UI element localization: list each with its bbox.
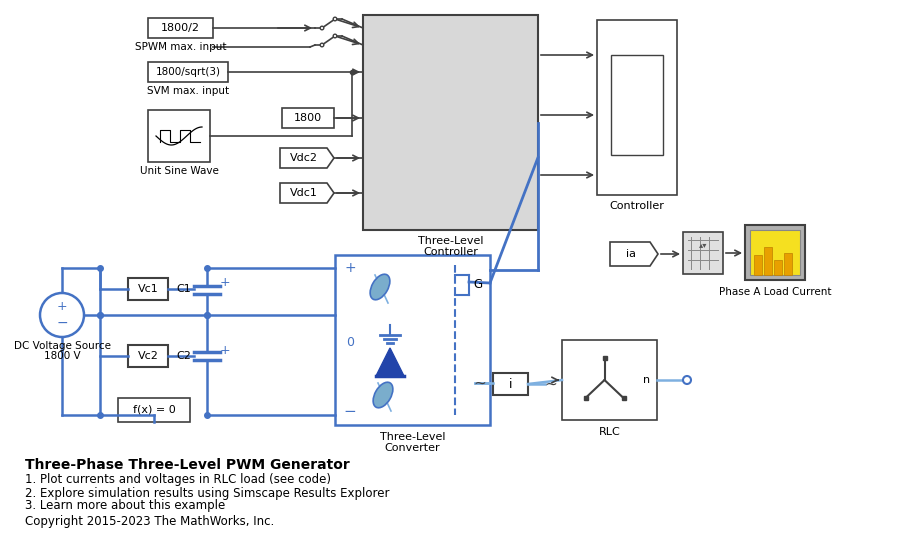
Circle shape (334, 17, 336, 21)
Text: ia: ia (626, 249, 636, 259)
Text: Vdc2: Vdc2 (290, 153, 318, 163)
Bar (597, 20, 677, 195)
Text: SVM max. input: SVM max. input (147, 86, 229, 96)
Text: ~: ~ (545, 376, 558, 391)
Circle shape (320, 26, 324, 30)
Bar (128, 345, 168, 367)
Text: Three-Level: Three-Level (379, 432, 445, 442)
Bar (764, 247, 772, 275)
Text: Controller: Controller (610, 201, 664, 211)
Polygon shape (376, 348, 404, 376)
Text: 1800/sqrt(3): 1800/sqrt(3) (155, 67, 220, 77)
Text: +: + (57, 301, 68, 314)
Text: 1800/2: 1800/2 (161, 23, 200, 33)
Text: Three-Phase Three-Level PWM Generator: Three-Phase Three-Level PWM Generator (25, 458, 350, 472)
Polygon shape (610, 242, 658, 266)
Text: Vc1: Vc1 (138, 284, 158, 294)
Text: 3. Learn more about this example: 3. Learn more about this example (25, 500, 225, 512)
Text: G: G (473, 278, 482, 292)
Text: n: n (643, 375, 651, 385)
Text: ▴▾: ▴▾ (698, 240, 707, 250)
Text: Phase A Load Current: Phase A Load Current (718, 287, 831, 297)
Text: C2: C2 (176, 351, 191, 361)
Bar (335, 255, 490, 425)
Text: +: + (219, 277, 230, 290)
Text: −: − (344, 404, 356, 419)
Bar (754, 255, 762, 275)
Text: C1: C1 (176, 284, 191, 294)
Circle shape (683, 376, 691, 384)
Bar (745, 225, 805, 280)
Circle shape (40, 293, 84, 337)
Bar (683, 232, 723, 274)
Bar (774, 260, 782, 275)
Text: Unit Sine Wave: Unit Sine Wave (140, 166, 218, 176)
Bar (148, 110, 210, 162)
Text: Copyright 2015-2023 The MathWorks, Inc.: Copyright 2015-2023 The MathWorks, Inc. (25, 516, 274, 529)
Text: Three-Level: Three-Level (418, 236, 484, 246)
Polygon shape (280, 183, 334, 203)
Text: −: − (56, 316, 68, 330)
Bar (562, 340, 657, 420)
Bar (784, 253, 792, 275)
Bar (493, 373, 528, 395)
Ellipse shape (370, 274, 390, 300)
Text: Vdc1: Vdc1 (290, 188, 318, 198)
Ellipse shape (373, 382, 393, 408)
Text: i: i (509, 377, 512, 390)
Bar (282, 108, 334, 128)
Text: Converter: Converter (385, 443, 441, 453)
Text: 2. Explore simulation results using Simscape Results Explorer: 2. Explore simulation results using Sims… (25, 487, 389, 500)
Bar (128, 278, 168, 300)
Text: Vc2: Vc2 (138, 351, 158, 361)
Text: f(x) = 0: f(x) = 0 (133, 405, 175, 415)
Text: SPWM max. input: SPWM max. input (134, 42, 227, 52)
Bar (148, 18, 213, 38)
Text: +: + (219, 343, 230, 357)
Bar (118, 398, 190, 422)
Text: ~: ~ (473, 376, 486, 390)
Text: 1800: 1800 (294, 113, 322, 123)
Text: Controller: Controller (423, 247, 478, 257)
Bar (363, 15, 538, 230)
Text: +: + (345, 261, 356, 275)
Text: 1. Plot currents and voltages in RLC load (see code): 1. Plot currents and voltages in RLC loa… (25, 474, 331, 487)
Bar (750, 230, 800, 275)
Polygon shape (280, 148, 334, 168)
Bar (611, 55, 663, 155)
Text: 1800 V: 1800 V (44, 351, 80, 361)
Text: RLC: RLC (599, 427, 621, 437)
Bar (148, 62, 228, 82)
Circle shape (320, 43, 324, 47)
Circle shape (334, 34, 336, 38)
Text: 0: 0 (346, 335, 354, 348)
Text: DC Voltage Source: DC Voltage Source (14, 341, 111, 351)
